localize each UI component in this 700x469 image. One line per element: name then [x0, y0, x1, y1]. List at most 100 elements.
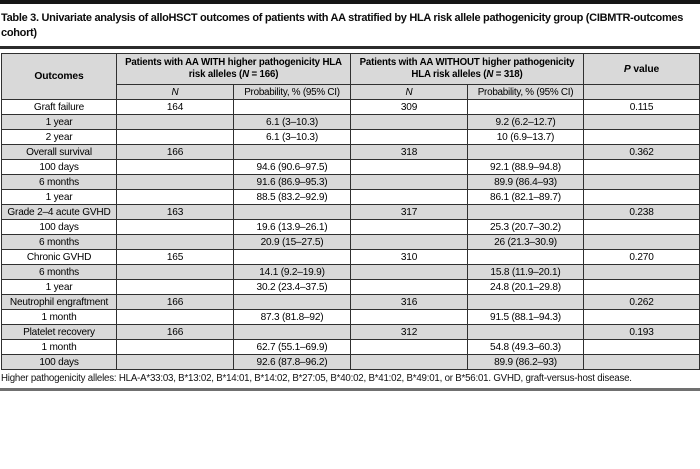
p-value-cell: 0.115: [583, 99, 700, 116]
n-with-cell: 166: [116, 324, 234, 341]
outcome-cell: 1 year: [1, 189, 117, 206]
table-row: 1 year 88.5 (83.2–92.9) 86.1 (82.1–89.7): [1, 189, 700, 206]
probability-without-cell: 89.9 (86.4–93): [467, 174, 584, 191]
n-without-cell: 316: [350, 294, 468, 311]
n-with-cell: 164: [116, 99, 234, 116]
probability-with-cell: 62.7 (55.1–69.9): [233, 339, 351, 356]
column-group-with-risk-alleles: Patients with AA WITH higher pathogenici…: [116, 53, 351, 86]
page: Table 3. Univariate analysis of alloHSCT…: [0, 0, 700, 392]
p-value-cell: 0.193: [583, 324, 700, 341]
bottom-rule: [0, 388, 700, 392]
probability-with-cell: [233, 144, 351, 161]
n-without-cell: [350, 234, 468, 251]
top-rule: [0, 0, 700, 4]
subheader-probability-without: Probability, % (95% CI): [467, 84, 584, 101]
p-value-cell: [583, 114, 700, 131]
group2-n-count: = 318): [493, 69, 523, 81]
n-without-cell: [350, 339, 468, 356]
table-row: 2 year 6.1 (3–10.3) 10 (6.9–13.7): [1, 129, 700, 146]
probability-with-cell: 88.5 (83.2–92.9): [233, 189, 351, 206]
table-row: Graft failure 164 309 0.115: [1, 99, 700, 116]
n-with-cell: [116, 129, 234, 146]
probability-with-cell: 6.1 (3–10.3): [233, 114, 351, 131]
n-with-cell: 166: [116, 144, 234, 161]
probability-without-cell: [467, 249, 584, 266]
group1-label: Patients with AA WITH higher pathogenici…: [125, 57, 342, 81]
n-symbol: N: [405, 86, 413, 98]
n-with-cell: 163: [116, 204, 234, 221]
outcome-cell: Overall survival: [1, 144, 117, 161]
n-without-cell: 310: [350, 249, 468, 266]
table-row: 6 months 20.9 (15–27.5) 26 (21.3–30.9): [1, 234, 700, 251]
table-row: Overall survival 166 318 0.362: [1, 144, 700, 161]
outcome-cell: Graft failure: [1, 99, 117, 116]
table-footnote: Higher pathogenicity alleles: HLA-A*33:0…: [1, 373, 632, 385]
subheader-n-with: N: [116, 84, 234, 101]
probability-without-cell: [467, 204, 584, 221]
group1-n-count: = 166): [248, 69, 279, 81]
p-value-cell: [583, 129, 700, 146]
outcome-cell: 1 year: [1, 279, 117, 296]
probability-without-cell: 10 (6.9–13.7): [467, 129, 584, 146]
group1-n-symbol: N: [242, 69, 249, 81]
p-value-cell: [583, 219, 700, 236]
probability-without-cell: 26 (21.3–30.9): [467, 234, 584, 251]
outcome-cell: 1 month: [1, 339, 117, 356]
p-value-cell: 0.238: [583, 204, 700, 221]
probability-with-cell: 94.6 (90.6–97.5): [233, 159, 351, 176]
p-value-cell: [583, 264, 700, 281]
subheader-n-without: N: [350, 84, 468, 101]
table-row: Chronic GVHD 165 310 0.270: [1, 249, 700, 266]
outcome-cell: 6 months: [1, 234, 117, 251]
n-symbol: N: [171, 86, 179, 98]
probability-without-cell: 15.8 (11.9–20.1): [467, 264, 584, 281]
table-body: Graft failure 164 309 0.115 1 year 6.1 (3–10.…: [1, 99, 700, 371]
probability-with-cell: [233, 294, 351, 311]
n-without-cell: [350, 309, 468, 326]
table-row: 100 days 19.6 (13.9–26.1) 25.3 (20.7–30.2): [1, 219, 700, 236]
table-row: 100 days 94.6 (90.6–97.5) 92.1 (88.9–94.8): [1, 159, 700, 176]
probability-with-cell: [233, 99, 351, 116]
n-with-cell: [116, 114, 234, 131]
p-symbol: P: [623, 63, 631, 75]
table-row: 1 month 87.3 (81.8–92) 91.5 (88.1–94.3): [1, 309, 700, 326]
probability-without-cell: [467, 294, 584, 311]
n-without-cell: 312: [350, 324, 468, 341]
outcome-cell: 6 months: [1, 174, 117, 191]
n-without-cell: [350, 264, 468, 281]
probability-with-cell: 92.6 (87.8–96.2): [233, 354, 351, 371]
probability-with-cell: 6.1 (3–10.3): [233, 129, 351, 146]
column-header-outcomes: Outcomes: [1, 53, 117, 101]
n-with-cell: 166: [116, 294, 234, 311]
probability-with-cell: [233, 324, 351, 341]
outcome-cell: 2 year: [1, 129, 117, 146]
outcome-cell: 6 months: [1, 264, 117, 281]
p-value-cell: 0.362: [583, 144, 700, 161]
n-with-cell: [116, 309, 234, 326]
probability-without-cell: 91.5 (88.1–94.3): [467, 309, 584, 326]
p-value-cell: [583, 279, 700, 296]
n-without-cell: [350, 219, 468, 236]
probability-with-cell: 87.3 (81.8–92): [233, 309, 351, 326]
n-without-cell: 309: [350, 99, 468, 116]
table-row: Neutrophil engraftment 166 316 0.262: [1, 294, 700, 311]
n-without-cell: [350, 159, 468, 176]
subheader-probability-with: Probability, % (95% CI): [233, 84, 351, 101]
probability-without-cell: 92.1 (88.9–94.8): [467, 159, 584, 176]
probability-with-cell: 91.6 (86.9–95.3): [233, 174, 351, 191]
probability-without-cell: [467, 99, 584, 116]
n-without-cell: [350, 189, 468, 206]
n-without-cell: [350, 114, 468, 131]
p-value-cell: [583, 234, 700, 251]
probability-without-cell: 25.3 (20.7–30.2): [467, 219, 584, 236]
subheader-p-value-empty: [583, 84, 700, 101]
probability-without-cell: 89.9 (86.2–93): [467, 354, 584, 371]
probability-without-cell: 24.8 (20.1–29.8): [467, 279, 584, 296]
p-value-cell: [583, 174, 700, 191]
n-with-cell: [116, 354, 234, 371]
outcome-cell: 100 days: [1, 219, 117, 236]
table-row: 1 month 62.7 (55.1–69.9) 54.8 (49.3–60.3): [1, 339, 700, 356]
n-with-cell: 165: [116, 249, 234, 266]
outcome-cell: 1 year: [1, 114, 117, 131]
p-value-cell: [583, 159, 700, 176]
